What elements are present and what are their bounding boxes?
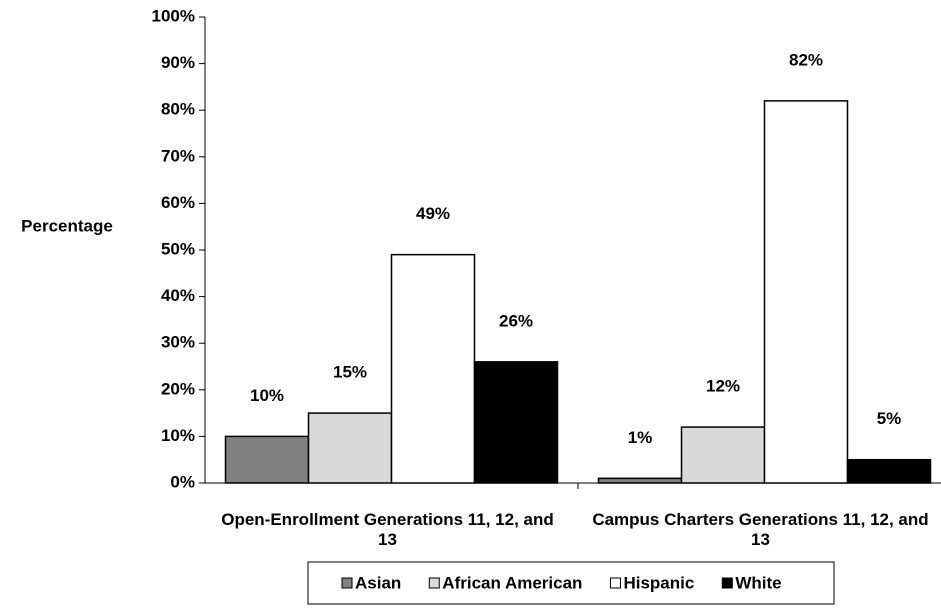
y-tick-label: 0% xyxy=(170,472,195,491)
legend-box xyxy=(307,561,835,605)
legend-swatch xyxy=(609,577,621,589)
y-tick-label: 40% xyxy=(161,286,195,305)
y-tick-label: 50% xyxy=(161,239,195,258)
data-label: 15% xyxy=(333,363,367,382)
bar xyxy=(390,253,476,484)
y-tick-label: 80% xyxy=(161,100,195,119)
bar xyxy=(224,435,310,484)
bar xyxy=(763,100,849,484)
data-label: 10% xyxy=(250,386,284,405)
bar xyxy=(597,477,683,484)
legend-label: Hispanic xyxy=(623,573,694,592)
bar xyxy=(680,426,766,484)
x-tick-label: Campus Charters Generations 11, 12, and … xyxy=(592,510,929,549)
x-tick-label: Open-Enrollment Generations 11, 12, and … xyxy=(221,510,554,549)
y-tick-label: 100% xyxy=(152,6,195,25)
legend-swatch xyxy=(721,577,733,589)
data-label: 1% xyxy=(628,428,653,447)
bar xyxy=(473,361,559,484)
data-label: 49% xyxy=(416,204,450,223)
y-tick-label: 20% xyxy=(161,379,195,398)
data-label: 12% xyxy=(706,377,740,396)
data-label: 5% xyxy=(877,409,902,428)
legend-label: African American xyxy=(442,573,582,592)
y-axis-label: Percentage xyxy=(21,216,113,235)
legend-swatch xyxy=(428,577,440,589)
y-tick-label: 70% xyxy=(161,146,195,165)
y-tick-label: 90% xyxy=(161,53,195,72)
y-tick-label: 60% xyxy=(161,193,195,212)
bar xyxy=(307,412,393,484)
bar xyxy=(846,458,932,484)
y-tick-label: 30% xyxy=(161,333,195,352)
y-tick-label: 10% xyxy=(161,426,195,445)
legend-label: Asian xyxy=(355,573,401,592)
legend-swatch xyxy=(341,577,353,589)
data-label: 26% xyxy=(499,311,533,330)
legend-label: White xyxy=(735,573,781,592)
data-label: 82% xyxy=(789,50,823,69)
